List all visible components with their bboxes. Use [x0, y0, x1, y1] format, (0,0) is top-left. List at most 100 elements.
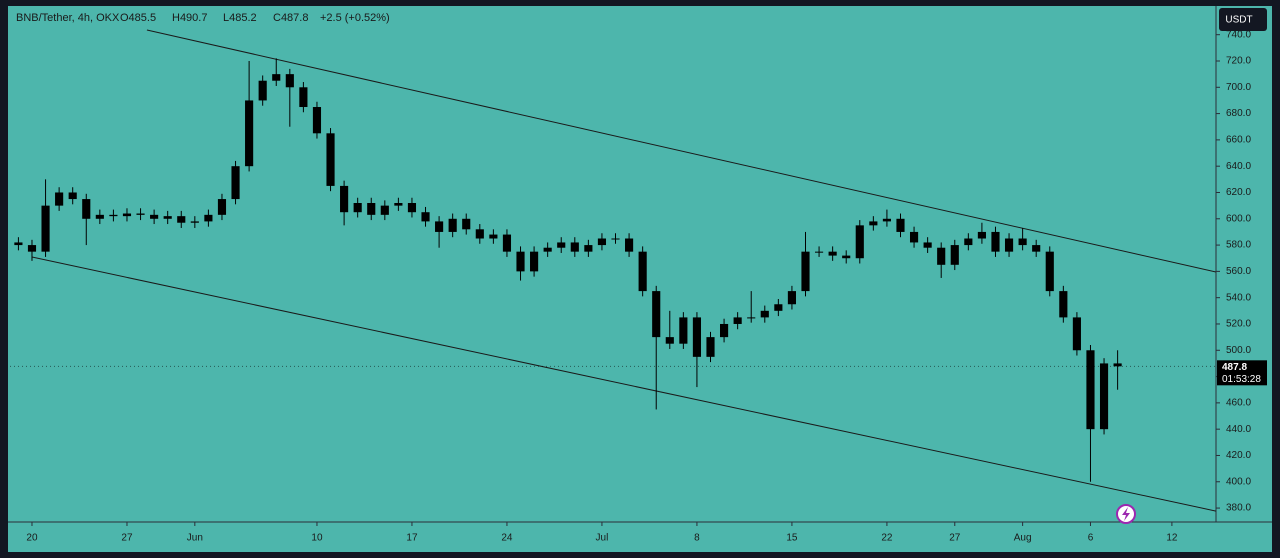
candle-body — [923, 242, 932, 248]
candle-body — [258, 80, 267, 101]
candle-body — [136, 213, 145, 215]
candle-body — [95, 214, 104, 219]
candle-body — [611, 238, 620, 240]
candle-body — [435, 221, 444, 232]
candle-body — [557, 242, 566, 248]
currency-label[interactable]: USDT — [1225, 15, 1252, 26]
y-tick-label: 420.0 — [1226, 450, 1251, 461]
y-tick-label: 620.0 — [1226, 187, 1251, 198]
candle-body — [55, 192, 64, 206]
candle-body — [1032, 245, 1041, 252]
candle-body — [285, 74, 294, 88]
candle-body — [14, 242, 23, 246]
candle-body — [692, 317, 702, 357]
candle-body — [801, 251, 810, 292]
candle-body — [760, 310, 769, 318]
candle-body — [380, 205, 389, 215]
candle-body — [1018, 238, 1027, 246]
candle-body — [991, 231, 1000, 252]
x-tick-label: 12 — [1166, 533, 1178, 544]
candle-body — [462, 218, 471, 230]
candle-body — [245, 100, 254, 167]
legend-close: C487.8 — [273, 12, 308, 24]
candle-body — [720, 323, 729, 338]
candle-body — [882, 218, 891, 222]
x-tick-label: 24 — [501, 533, 513, 544]
last-price-label: 487.8 — [1222, 362, 1247, 373]
candle-body — [204, 214, 213, 222]
x-tick-label: Aug — [1014, 533, 1032, 544]
candle-body — [869, 221, 878, 226]
x-tick-label: 8 — [694, 533, 700, 544]
candle-body — [326, 133, 335, 186]
candle-body — [638, 251, 647, 292]
candle-body — [475, 229, 484, 239]
candle-body — [272, 74, 281, 81]
candle-body — [68, 192, 77, 200]
y-tick-label: 700.0 — [1226, 82, 1251, 93]
alert-icon-bolt — [1122, 507, 1130, 521]
candle-body — [774, 304, 783, 311]
x-tick-label: 27 — [949, 533, 961, 544]
candle-body — [1059, 291, 1068, 318]
candle-body — [747, 317, 756, 319]
y-tick-label: 380.0 — [1226, 503, 1251, 514]
candle-body — [1086, 350, 1095, 430]
x-tick-label: 15 — [786, 533, 798, 544]
candle-body — [150, 214, 159, 219]
candle-body — [977, 231, 986, 239]
trend-line — [31, 256, 1216, 512]
candle-body — [1099, 363, 1109, 430]
candle-body — [340, 185, 349, 213]
candle-body — [502, 234, 512, 252]
candle-body — [394, 203, 403, 206]
y-tick-label: 740.0 — [1226, 29, 1251, 40]
candle-body — [937, 247, 946, 265]
x-tick-label: 10 — [311, 533, 323, 544]
candle-body — [896, 218, 905, 232]
candle-body — [679, 317, 688, 344]
candle-body — [733, 317, 742, 324]
legend-change: +2.5 (+0.52%) — [320, 12, 390, 24]
last-price-badge — [1217, 360, 1267, 386]
candle-body — [530, 251, 539, 272]
candle-body — [584, 245, 593, 252]
candle-body — [190, 221, 199, 223]
y-tick-label: 680.0 — [1226, 108, 1251, 119]
candle-body — [1113, 363, 1122, 367]
y-tick-label: 600.0 — [1226, 213, 1251, 224]
y-tick-label: 560.0 — [1226, 266, 1251, 277]
y-tick-label: 440.0 — [1226, 424, 1251, 435]
candle-body — [855, 225, 864, 259]
candle-body — [909, 231, 919, 243]
symbol: BNB/Tether, 4h, OKX — [16, 12, 120, 24]
candle-body — [163, 216, 172, 219]
candle-body — [448, 218, 457, 232]
candle-body — [1004, 238, 1014, 252]
legend-high: H490.7 — [172, 12, 207, 24]
x-tick-label: 17 — [406, 533, 418, 544]
candle-body — [122, 213, 132, 217]
candle-body — [570, 242, 579, 252]
y-tick-label: 580.0 — [1226, 240, 1251, 251]
y-tick-label: 540.0 — [1226, 292, 1251, 303]
candle-body — [299, 87, 308, 108]
candle-body — [1045, 251, 1054, 292]
candle-body — [787, 291, 796, 305]
y-tick-label: 640.0 — [1226, 161, 1251, 172]
y-tick-label: 400.0 — [1226, 476, 1251, 487]
x-tick-label: Jul — [596, 533, 609, 544]
currency-badge[interactable] — [1219, 8, 1267, 31]
y-tick-label: 500.0 — [1226, 345, 1251, 356]
candle-body — [407, 203, 417, 213]
candle-body — [964, 238, 973, 246]
candle-body — [41, 205, 50, 252]
y-tick-label: 660.0 — [1226, 135, 1251, 146]
candle-body — [516, 251, 525, 272]
x-tick-label: 20 — [26, 533, 38, 544]
candle-body — [842, 255, 851, 259]
candle-body — [353, 203, 362, 213]
candle-body — [665, 337, 674, 344]
x-tick-label: 6 — [1088, 533, 1094, 544]
